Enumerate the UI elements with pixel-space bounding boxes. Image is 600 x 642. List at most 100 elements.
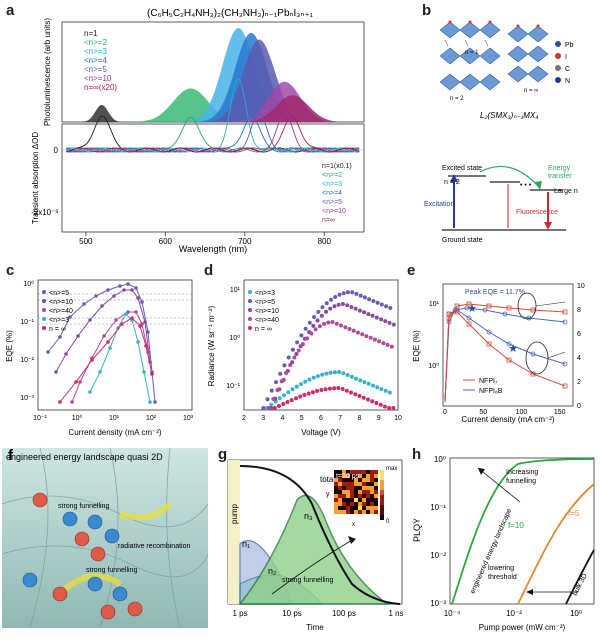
inset-cell [346, 502, 350, 506]
d-xtick-0: 2 [242, 415, 246, 422]
inset-cell [358, 482, 362, 486]
d-point-0 [282, 393, 286, 398]
panel-b: b n = 1 n = 2 n = ∞ L₂(SMX₃)ₙ₋₁MX₄ Pb I … [420, 0, 600, 260]
d-point-1 [324, 301, 329, 306]
h-xtick-0: 10⁻⁴ [444, 609, 461, 618]
c-ticks: 10⁰ 10⁻¹ 10⁻² 10⁻³ 10⁻¹ 10⁰ 10¹ 10² 10³ [20, 280, 194, 422]
inset-time: t=10 ps [336, 473, 360, 480]
d-legend-1: <n>=5 [255, 299, 275, 306]
d-point-4 [382, 404, 387, 409]
d-point-1 [371, 299, 376, 303]
inset-cell [354, 498, 358, 502]
d-point-2 [391, 322, 396, 327]
e-ytick-r-0: 10 [577, 283, 585, 290]
d-point-2 [366, 312, 371, 317]
d-point-2 [357, 308, 362, 313]
panel-f-figure: engineered energy landscape quasi 2D str… [1, 447, 209, 629]
inset-cell [370, 490, 374, 494]
d-point-3 [377, 339, 382, 344]
c-point-3-7 [142, 370, 146, 374]
pump-label: pump [230, 503, 239, 524]
c-xlabel: Current density (mA cm⁻²) [68, 428, 161, 437]
inset-cell [354, 474, 358, 478]
inset-cell [354, 506, 358, 510]
d-point-3 [284, 371, 288, 375]
d-point-4 [357, 394, 362, 398]
inset-cell [346, 474, 350, 478]
a-xlabel: Wavelength (nm) [179, 244, 247, 254]
e-marks: ★★ [444, 301, 568, 403]
inset-cell [342, 498, 346, 502]
h-ylabel: PLQY [412, 518, 422, 542]
excited-state: Excited state [442, 165, 482, 172]
panel-d: d <n>=3 <n>=5 <n>=10 <n>=40 n = ∞ 10¹ 10⁰ 10⁻¹… [200, 262, 405, 440]
d-point-3 [296, 348, 301, 353]
h-ytick-3: 10⁻³ [430, 599, 446, 608]
h-xtick-1: 10⁻² [506, 609, 522, 618]
inset-cell [370, 470, 374, 474]
pl-legend: n=1<n>=2<n>=3<n>=4<n>=5<n>=10n=∞(x20) [84, 29, 117, 92]
inset-cell [346, 494, 350, 498]
e-legend-1: NFPI₆B [479, 388, 503, 395]
f-title: engineered energy landscape quasi 2D [6, 452, 163, 462]
c-xtick-2: 10¹ [109, 415, 120, 422]
c-point-1-9 [143, 320, 147, 324]
d-xlabel: Voltage (V) [301, 428, 341, 437]
d-point-4 [281, 402, 286, 406]
h-xtick-2: 10⁰ [570, 609, 582, 618]
inset-cell [342, 474, 346, 478]
energy-diagram: • • • [442, 165, 566, 231]
d-point-0 [311, 375, 316, 380]
ta-legend-1: <n>=2 [322, 172, 342, 179]
c-ytick-0: 10⁰ [23, 280, 34, 288]
d-point-1 [282, 363, 287, 368]
d-point-1 [345, 290, 350, 295]
ta-legend-2: <n>=3 [322, 181, 342, 188]
d-legend-0: <n>=3 [255, 290, 275, 297]
d-ytick-1: 10⁰ [229, 334, 240, 342]
d-point-3 [368, 335, 373, 340]
inset-zero: 0 [386, 519, 390, 525]
d-legend-2: <n>=10 [255, 308, 279, 315]
e-blue-lower [444, 309, 566, 403]
inset-cell [350, 470, 354, 474]
d-point-4 [366, 397, 370, 402]
inset-cell [374, 474, 378, 478]
d-xtick-2: 4 [281, 415, 285, 422]
c-point-1-7 [130, 288, 134, 292]
inset-cell [374, 494, 378, 498]
pl-legend-3: <n>=4 [84, 56, 107, 65]
inset-cell [370, 474, 374, 478]
panel-label-c: c [6, 262, 15, 279]
d-legend-4: n = ∞ [255, 326, 272, 333]
large-n-label: Large n [554, 188, 578, 195]
c-point-0-0 [46, 350, 50, 354]
a-xtick-3: 800 [318, 237, 332, 246]
c-point-4-2 [90, 358, 94, 362]
c-point-3-8 [148, 400, 152, 404]
c-point-3-0 [88, 390, 92, 394]
inset-cell [346, 506, 350, 510]
inset-cell [370, 510, 374, 514]
e-ytick-r-4: 2 [577, 379, 581, 386]
inset-cell [350, 486, 354, 490]
inset-cell [350, 506, 354, 510]
e-red-lower [444, 311, 566, 403]
struct-formula: L₂(SMX₃)ₙ₋₁MX₄ [480, 111, 538, 120]
bulk-curve [565, 549, 595, 605]
d-point-4 [310, 390, 315, 395]
d-point-3 [288, 363, 293, 367]
d-point-1 [278, 371, 283, 376]
ta-line-5 [65, 112, 360, 153]
inset-cell [358, 498, 362, 502]
d-point-0 [315, 374, 320, 379]
inset-cell [366, 470, 370, 474]
d-point-2 [353, 306, 358, 311]
panel-label-g: g [218, 446, 228, 463]
inset-y: y [326, 491, 330, 498]
e-blue-lower-pt-4 [506, 341, 512, 347]
n2-level: n = 2 [444, 179, 460, 186]
d-point-2 [374, 315, 379, 320]
struct-n1: n = 1 [465, 50, 479, 56]
d-xtick-6: 8 [358, 415, 362, 422]
